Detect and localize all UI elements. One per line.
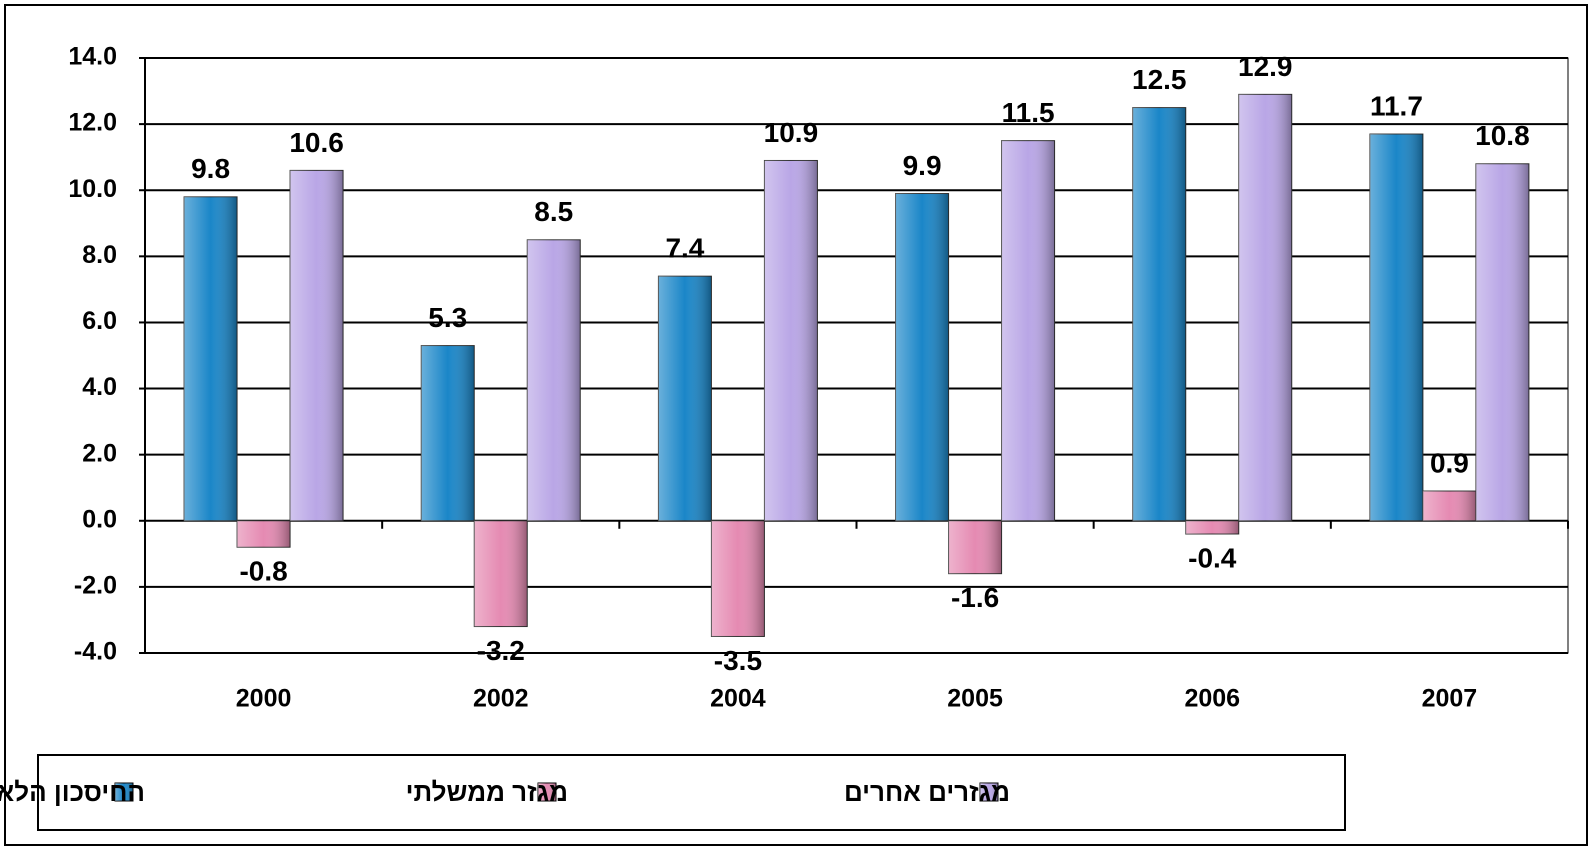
x-tick-label: 2002 bbox=[473, 685, 529, 713]
y-tick-label: -2.0 bbox=[74, 571, 117, 599]
x-tick-label: 2000 bbox=[236, 685, 292, 713]
bar-shade bbox=[764, 160, 818, 521]
bar-shade bbox=[237, 520, 291, 548]
y-tick-label: 4.0 bbox=[82, 373, 117, 401]
bar-shade bbox=[1475, 163, 1529, 521]
y-tick-label: 6.0 bbox=[82, 307, 117, 335]
y-tick-label: 0.0 bbox=[82, 505, 117, 533]
bar-shade bbox=[658, 276, 712, 521]
bar-shade bbox=[1369, 134, 1423, 521]
data-label: 10.9 bbox=[764, 117, 819, 148]
y-tick-label: 8.0 bbox=[82, 241, 117, 269]
data-label: -0.8 bbox=[239, 556, 287, 587]
bar-shade bbox=[1422, 491, 1476, 521]
data-label: -1.6 bbox=[951, 582, 999, 613]
data-label: 9.8 bbox=[191, 153, 230, 184]
bar-shade bbox=[1185, 520, 1239, 534]
legend-label: מגזרים אחרים bbox=[844, 777, 1010, 807]
data-label: 9.9 bbox=[903, 150, 942, 181]
y-tick-label: -4.0 bbox=[74, 638, 117, 666]
data-label: -3.5 bbox=[714, 645, 762, 676]
data-label: -3.2 bbox=[477, 635, 525, 666]
bar-shade bbox=[474, 520, 528, 627]
bar-shade bbox=[1001, 140, 1055, 521]
data-label: 8.5 bbox=[534, 196, 573, 227]
data-label: 11.7 bbox=[1370, 90, 1423, 121]
legend-swatch-shade bbox=[538, 783, 556, 801]
x-tick-label: 2007 bbox=[1422, 685, 1478, 713]
y-tick-label: 14.0 bbox=[68, 43, 117, 71]
x-tick-label: 2004 bbox=[710, 685, 766, 713]
bar-shade bbox=[895, 193, 949, 521]
legend-label: מגזר ממשלתי bbox=[406, 777, 568, 807]
data-label: 12.9 bbox=[1238, 51, 1293, 82]
x-tick-label: 2006 bbox=[1184, 685, 1240, 713]
y-tick-label: 2.0 bbox=[82, 439, 117, 467]
data-label: 5.3 bbox=[428, 302, 467, 333]
bar-shade bbox=[290, 170, 344, 521]
legend-swatch-shade bbox=[980, 783, 998, 801]
data-label: 10.6 bbox=[289, 127, 344, 158]
data-label: 0.9 bbox=[1430, 447, 1469, 478]
bar-shade bbox=[1132, 107, 1186, 521]
legend-box bbox=[37, 754, 1346, 831]
y-tick-label: 10.0 bbox=[68, 175, 117, 203]
bar-shade bbox=[184, 196, 238, 521]
bar-shade bbox=[711, 520, 765, 637]
legend-swatch-shade bbox=[115, 783, 133, 801]
legend-label: החיסכון הלאומי bbox=[0, 777, 145, 807]
y-tick-label: 12.0 bbox=[68, 109, 117, 137]
data-label: -0.4 bbox=[1188, 542, 1237, 573]
data-label: 10.8 bbox=[1475, 120, 1530, 151]
data-label: 12.5 bbox=[1132, 64, 1187, 95]
data-label: 11.5 bbox=[1002, 97, 1055, 128]
bar-shade bbox=[527, 239, 581, 521]
bar-shade bbox=[1238, 94, 1292, 521]
bar-shade bbox=[948, 520, 1002, 574]
x-tick-label: 2005 bbox=[947, 685, 1003, 713]
plot-frame bbox=[144, 57, 1569, 654]
data-label: 7.4 bbox=[665, 233, 704, 264]
bar-shade bbox=[421, 345, 475, 521]
